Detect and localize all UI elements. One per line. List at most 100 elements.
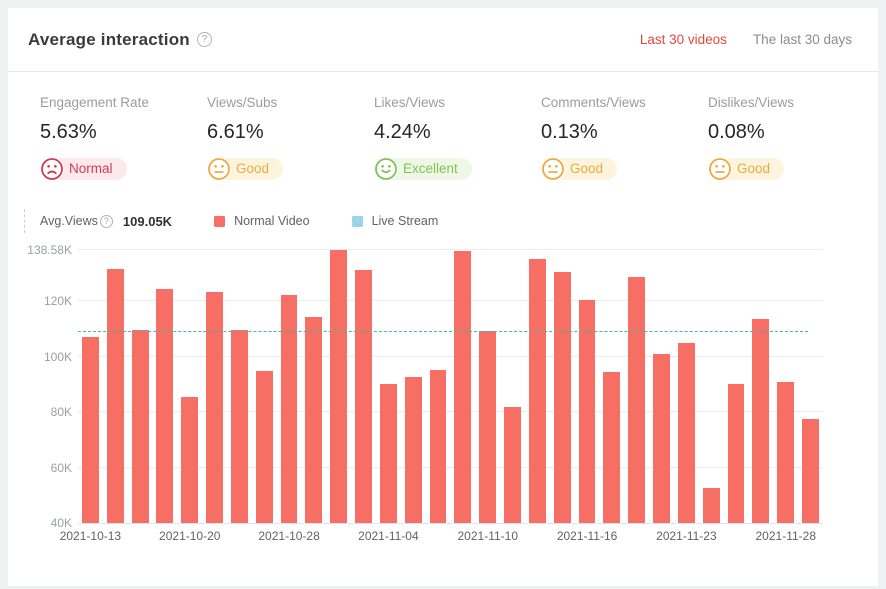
gridline-138.58K bbox=[78, 249, 823, 250]
metric-likes-views: Likes/Views 4.24% Excellent bbox=[374, 95, 541, 181]
x-axis-labels: 2021-10-13 2021-10-20 2021-10-28 2021-11-04… bbox=[60, 529, 823, 549]
bar-slot bbox=[624, 250, 649, 523]
metric-label: Views/Subs bbox=[207, 95, 278, 110]
views-bar-chart: 138.58K 120K 100K 80K 60K 40K bbox=[27, 243, 823, 530]
chart-bar-video-28[interactable] bbox=[752, 319, 770, 523]
metric-label: Engagement Rate bbox=[40, 95, 149, 110]
avg-views-help-icon[interactable]: ? bbox=[99, 214, 113, 228]
chart-bar-video-19[interactable] bbox=[528, 258, 546, 523]
metric-value: 0.08% bbox=[708, 121, 765, 143]
chart-legend-row: Avg.Views ? 109.05K Normal Video Live Str… bbox=[24, 209, 878, 233]
bar-slot bbox=[525, 250, 550, 523]
gridline-100K bbox=[78, 355, 823, 357]
chart-bar-video-1[interactable] bbox=[81, 337, 99, 523]
chart-bar-video-4[interactable] bbox=[156, 289, 174, 523]
chart-bar-video-30[interactable] bbox=[801, 419, 819, 523]
chart-bar-video-29[interactable] bbox=[777, 382, 795, 523]
metric-dislikes-views: Dislikes/Views 0.08% Good bbox=[708, 95, 875, 181]
bar-slot bbox=[426, 250, 451, 523]
x-tick-label: 2021-11-28 bbox=[755, 529, 817, 543]
status-badge: Normal bbox=[40, 157, 207, 181]
chart-bar-video-26[interactable] bbox=[702, 488, 720, 523]
chart-bar-video-20[interactable] bbox=[553, 272, 571, 523]
metric-label: Comments/Views bbox=[541, 95, 646, 110]
status-badge-label: Excellent bbox=[383, 158, 472, 180]
y-tick-label: 138.58K bbox=[27, 243, 72, 257]
bar-slot bbox=[674, 250, 699, 523]
bar-slot bbox=[500, 250, 525, 523]
x-tick-label: 2021-11-10 bbox=[457, 529, 519, 543]
metric-value: 0.13% bbox=[541, 121, 598, 143]
chart-bar-video-25[interactable] bbox=[677, 342, 695, 523]
gridline-120K bbox=[78, 300, 823, 302]
gridline-80K bbox=[78, 411, 823, 413]
x-tick-label: 2021-10-28 bbox=[258, 529, 320, 543]
bar-slot bbox=[798, 250, 823, 523]
chart-bar-video-12[interactable] bbox=[355, 270, 372, 523]
status-badge: Good bbox=[207, 157, 374, 181]
metric-comments-views: Comments/Views 0.13% Good bbox=[541, 95, 708, 181]
metric-label: Likes/Views bbox=[374, 95, 446, 110]
chart-bar-video-18[interactable] bbox=[504, 407, 521, 523]
bar-slot bbox=[152, 250, 177, 523]
status-badge-label: Good bbox=[717, 158, 785, 180]
legend-item-label: Normal Video bbox=[234, 214, 310, 228]
chart-bar-video-10[interactable] bbox=[305, 316, 323, 523]
title-help-icon[interactable]: ? bbox=[196, 32, 212, 47]
chart-bar-video-17[interactable] bbox=[479, 330, 497, 523]
tab-last-30-days[interactable]: The last 30 days bbox=[752, 32, 852, 47]
chart-bar-video-15[interactable] bbox=[429, 369, 447, 523]
bar-slot bbox=[78, 250, 103, 523]
chart-bar-video-3[interactable] bbox=[131, 329, 149, 523]
bar-slot bbox=[326, 250, 351, 523]
chart-bar-video-7[interactable] bbox=[230, 329, 248, 523]
chart-bar-video-11[interactable] bbox=[330, 250, 348, 523]
bar-slot bbox=[450, 250, 475, 523]
x-tick-label: 2021-10-13 bbox=[59, 529, 122, 543]
flat-face-icon bbox=[542, 158, 564, 180]
gridline-60K bbox=[78, 466, 823, 468]
legend-swatch-icon bbox=[214, 215, 226, 227]
chart-bar-video-16[interactable] bbox=[454, 251, 472, 523]
chart-bar-video-23[interactable] bbox=[628, 277, 646, 523]
avg-views-value: 109.05K bbox=[122, 213, 173, 229]
legend-item-label: Live Stream bbox=[371, 214, 439, 228]
chart-bar-video-24[interactable] bbox=[653, 353, 670, 523]
tab-last-30-videos[interactable]: Last 30 videos bbox=[639, 32, 727, 47]
chart-bar-video-8[interactable] bbox=[255, 370, 273, 523]
bar-slot bbox=[699, 250, 724, 523]
chart-bar-video-9[interactable] bbox=[280, 294, 298, 523]
chart-bar-video-2[interactable] bbox=[106, 269, 124, 523]
chart-bar-video-27[interactable] bbox=[727, 383, 745, 523]
bar-slot bbox=[252, 250, 277, 523]
status-badge: Excellent bbox=[374, 157, 541, 181]
x-tick-label: 2021-10-20 bbox=[159, 529, 221, 543]
bar-slot bbox=[103, 250, 128, 523]
bar-slot bbox=[277, 250, 302, 523]
flat-face-icon bbox=[709, 158, 731, 180]
bar-slot bbox=[599, 250, 624, 523]
chart-bar-video-22[interactable] bbox=[603, 372, 621, 523]
bar-slot bbox=[724, 250, 749, 523]
chart-bar-video-13[interactable] bbox=[379, 383, 397, 523]
bar-slot bbox=[376, 250, 401, 523]
chart-bar-video-21[interactable] bbox=[578, 300, 596, 523]
bar-slot bbox=[773, 250, 798, 523]
bar-slot bbox=[351, 250, 376, 523]
avg-views-label: Avg.Views bbox=[40, 214, 98, 228]
y-tick-label: 100K bbox=[43, 349, 72, 364]
status-badge: Good bbox=[708, 157, 875, 181]
chart-bar-video-6[interactable] bbox=[206, 291, 223, 523]
page-title: Average interaction bbox=[28, 29, 190, 49]
legend-item-live-stream[interactable]: Live Stream bbox=[351, 214, 439, 228]
metric-value: 5.63% bbox=[40, 121, 97, 143]
frown-face-icon bbox=[41, 158, 63, 180]
chart-bar-video-5[interactable] bbox=[181, 397, 199, 523]
legend-item-normal-video[interactable]: Normal Video bbox=[214, 214, 310, 228]
smile-face-icon bbox=[375, 158, 397, 180]
status-badge-label: Normal bbox=[49, 158, 127, 180]
y-tick-label: 60K bbox=[50, 460, 72, 475]
bars-container bbox=[78, 250, 823, 523]
metric-engagement-rate: Engagement Rate 5.63% Normal bbox=[40, 95, 207, 181]
chart-bar-video-14[interactable] bbox=[404, 377, 422, 523]
